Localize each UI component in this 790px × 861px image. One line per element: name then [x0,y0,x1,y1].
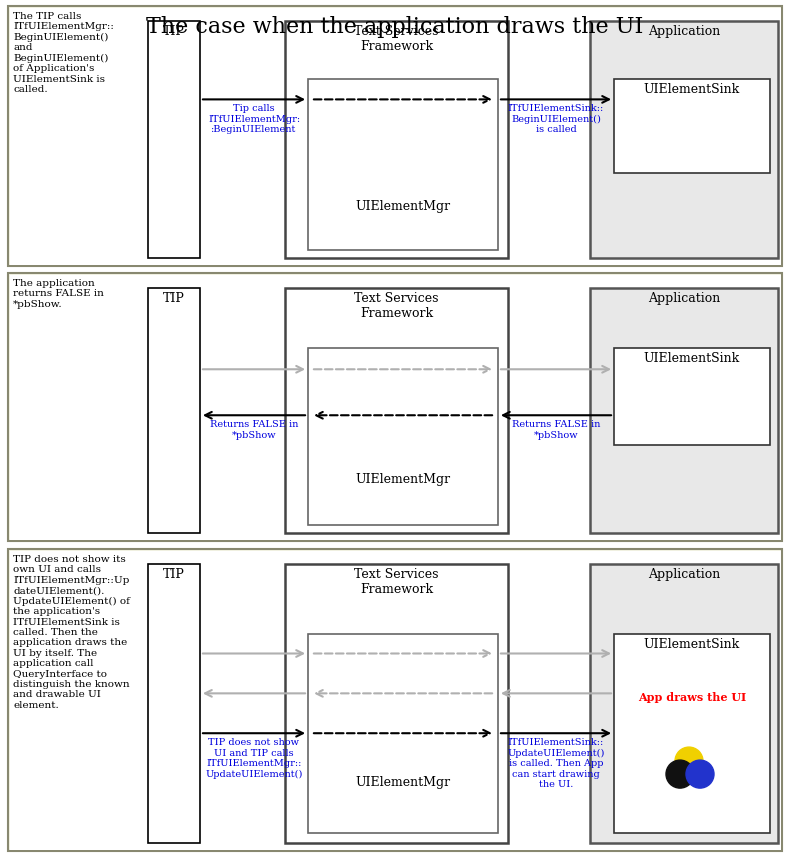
Bar [8,549,782,851]
Text: Text Services
Framework: Text Services Framework [354,568,438,596]
Bar [308,79,498,251]
Text: Application: Application [648,568,720,581]
Text: UIElementMgr: UIElementMgr [356,473,450,486]
Bar [614,348,770,445]
Text: UIElementSink: UIElementSink [644,352,740,365]
Bar [614,79,770,173]
Bar [308,634,498,833]
Text: Application: Application [648,25,720,38]
Text: TIP does not show
UI and TIP calls
ITfUIElementMgr::
UpdateUIElement(): TIP does not show UI and TIP calls ITfUI… [205,738,303,778]
Bar [590,564,778,843]
Text: The TIP calls
ITfUIElementMgr::
BeginUIElement()
and
BeginUIElement()
of Applica: The TIP calls ITfUIElementMgr:: BeginUIE… [13,12,114,94]
Text: Text Services
Framework: Text Services Framework [354,25,438,53]
Bar [148,21,200,258]
Bar [8,273,782,541]
Text: Tip calls
ITfUIElementMgr:
:BeginUIElement: Tip calls ITfUIElementMgr: :BeginUIEleme… [208,104,300,134]
Text: UIElementSink: UIElementSink [644,637,740,651]
Circle shape [675,747,703,775]
Bar [285,564,508,843]
Text: TIP: TIP [163,568,185,581]
Text: The application
returns FALSE in
*pbShow.: The application returns FALSE in *pbShow… [13,279,103,309]
Text: UIElementMgr: UIElementMgr [356,776,450,789]
Bar [9,8,781,264]
Bar [148,564,200,843]
Text: Returns FALSE in
*pbShow: Returns FALSE in *pbShow [512,420,600,440]
Bar [148,288,200,533]
Text: ITfUIElementSink::
UpdateUIElement()
is called. Then App
can start drawing
the U: ITfUIElementSink:: UpdateUIElement() is … [507,738,604,789]
Bar [9,275,781,540]
Text: UIElementSink: UIElementSink [644,83,740,96]
Text: UIElementMgr: UIElementMgr [356,200,450,213]
Text: Text Services
Framework: Text Services Framework [354,292,438,320]
Bar [285,288,508,533]
Circle shape [686,760,714,788]
Bar [590,288,778,533]
Bar [285,21,508,258]
Bar [590,21,778,258]
Text: TIP does not show its
own UI and calls
ITfUIElementMgr::Up
dateUIElement().
Upda: TIP does not show its own UI and calls I… [13,555,130,709]
Text: App draws the UI: App draws the UI [638,692,746,703]
Bar [308,348,498,525]
Circle shape [666,760,694,788]
Text: Returns FALSE in
*pbShow: Returns FALSE in *pbShow [210,420,298,440]
Bar [9,550,781,850]
Bar [8,6,782,266]
Bar [614,634,770,833]
Text: ITfUIElementSink::
BeginUIElement()
is called: ITfUIElementSink:: BeginUIElement() is c… [508,104,604,134]
Text: The case when the application draws the UI: The case when the application draws the … [146,16,644,38]
Text: Application: Application [648,292,720,305]
Text: TIP: TIP [163,25,185,38]
Text: TIP: TIP [163,292,185,305]
